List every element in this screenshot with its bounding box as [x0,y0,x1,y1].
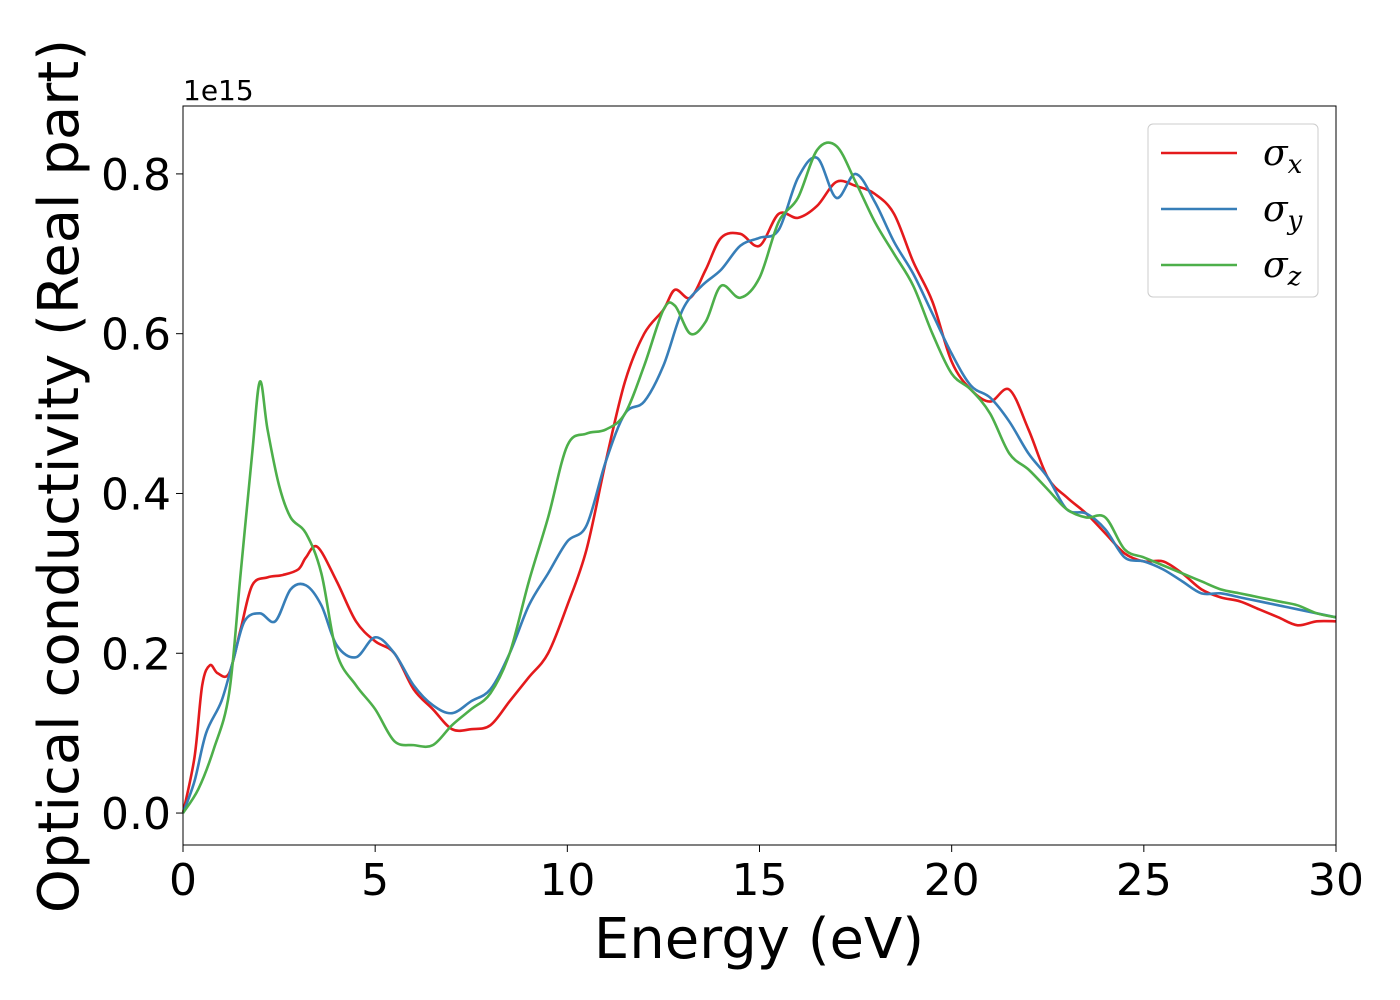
x-tick-label: 25 [1116,855,1172,906]
y-tick-label: 0.6 [101,310,171,361]
y-axis-label: Optical conductivity (Real part) [27,39,92,913]
series-line-sigma-x [181,179,1337,814]
x-tick-label: 10 [539,855,595,906]
series-line-sigma-z [181,141,1337,814]
legend-subscript: z [1287,262,1302,292]
legend-subscript: y [1287,206,1303,236]
y-tick-label: 0.0 [101,789,171,840]
legend-subscript: x [1288,150,1303,180]
x-axis-label: Energy (eV) [594,907,924,972]
y-tick-label: 0.4 [101,469,171,520]
legend-label-sigma-x: σx [1263,133,1303,180]
plot-area-frame [182,105,1337,846]
legend-label-sigma-z: σz [1263,245,1302,292]
x-tick-label: 0 [169,855,197,906]
series-layer [181,141,1337,814]
y-tick-label: 0.8 [101,150,171,201]
y-axis-offset-label: 1e15 [183,74,254,107]
legend-box [1147,123,1319,298]
x-tick-label: 5 [361,855,389,906]
x-tick-label: 30 [1308,855,1364,906]
y-tick-label: 0.2 [101,629,171,680]
series-line-sigma-y [181,156,1337,814]
legend-symbol: σ [1263,245,1289,286]
x-tick-label: 15 [732,855,788,906]
legend-symbol: σ [1263,189,1289,230]
ticks-layer: 0 5 10 15 20 25 30 0.0 0.2 0.4 0.6 0.8 [101,150,1364,906]
legend-symbol: σ [1263,133,1289,174]
x-tick-label: 20 [924,855,980,906]
legend-label-sigma-y: σy [1263,189,1303,236]
